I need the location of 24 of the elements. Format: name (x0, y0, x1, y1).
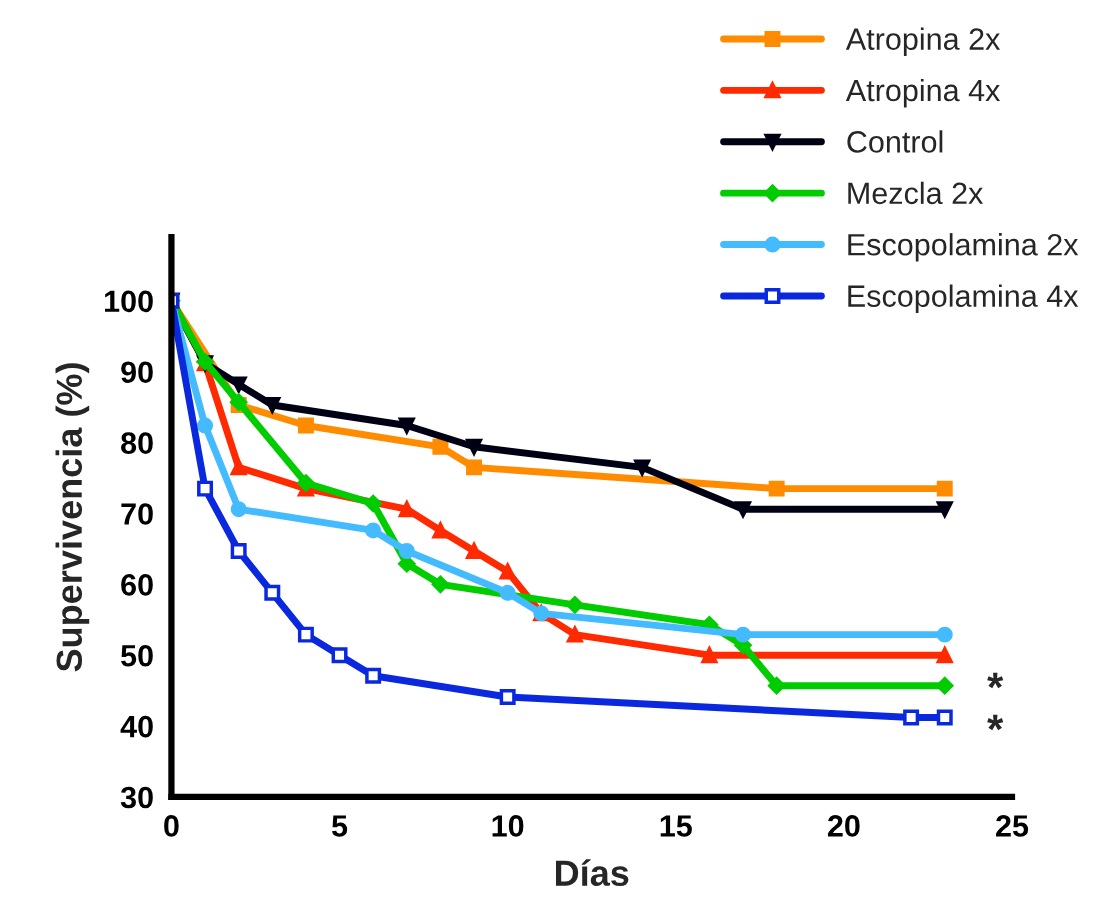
legend-label: Atropina 2x (845, 27, 1001, 56)
annotation: * (987, 672, 1004, 689)
legend-label: Escopolamina 2x (848, 233, 1079, 262)
annotation: * (987, 714, 1004, 731)
y-tick-label: 80 (121, 432, 153, 454)
x-tick-label: 10 (492, 815, 524, 837)
y-tick-label: 70 (121, 503, 153, 525)
y-axis-title: Supervivencia (%) (55, 363, 90, 672)
x-tick-label: 15 (660, 815, 692, 837)
legend-label: Escopolamina 4x (848, 284, 1079, 313)
legend-label: Control (847, 130, 943, 153)
x-axis-title: Días (555, 859, 629, 886)
y-tick-label: 50 (121, 644, 153, 667)
x-tick-label: 5 (331, 815, 348, 837)
y-tick-label: 90 (121, 361, 153, 384)
legend-label: Atropina 4x (845, 78, 1001, 108)
x-tick-label: 25 (996, 815, 1029, 837)
x-tick-label: 20 (827, 815, 860, 837)
legend-label: Mezcla 2x (848, 181, 984, 205)
y-tick-label: 40 (120, 715, 153, 738)
y-tick-label: 60 (121, 574, 153, 596)
y-tick-label: 100 (105, 290, 153, 313)
y-tick-label: 30 (120, 786, 153, 809)
x-tick-label: 0 (164, 815, 179, 837)
